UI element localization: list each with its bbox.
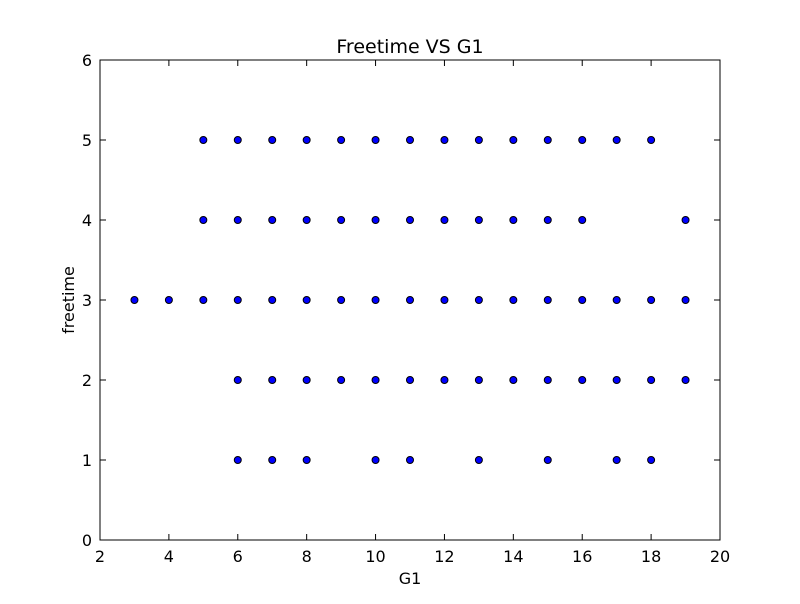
scatter-point	[681, 296, 690, 304]
scatter-point	[440, 296, 449, 304]
scatter-point	[337, 216, 346, 224]
scatter-point	[440, 136, 449, 144]
x-tick-label: 6	[233, 547, 243, 566]
y-tick-label: 5	[82, 131, 92, 150]
x-tick-label: 16	[572, 547, 592, 566]
scatter-point	[578, 136, 587, 144]
scatter-point	[406, 456, 414, 464]
scatter-point	[233, 136, 242, 144]
chart-title: Freetime VS G1	[336, 36, 483, 58]
scatter-point	[578, 296, 587, 304]
scatter-point	[440, 376, 449, 384]
scatter-point	[681, 216, 690, 224]
scatter-point	[406, 296, 414, 304]
scatter-point	[578, 216, 587, 224]
x-tick-label: 20	[710, 547, 730, 566]
scatter-point	[509, 136, 518, 144]
scatter-point	[647, 296, 656, 304]
x-tick-label: 18	[641, 547, 661, 566]
scatter-point	[406, 136, 414, 144]
scatter-point	[130, 296, 139, 304]
y-tick-label: 0	[82, 531, 92, 550]
scatter-point	[337, 136, 346, 144]
scatter-point	[199, 216, 208, 224]
scatter-point	[681, 376, 690, 384]
x-tick-label: 10	[365, 547, 385, 566]
scatter-point	[612, 136, 621, 144]
scatter-point	[543, 216, 552, 224]
x-tick-label: 4	[164, 547, 174, 566]
scatter-point	[509, 296, 518, 304]
scatter-point	[371, 376, 380, 384]
scatter-point	[371, 296, 380, 304]
scatter-point	[543, 136, 552, 144]
scatter-point	[612, 456, 621, 464]
scatter-point	[268, 296, 277, 304]
scatter-point	[268, 216, 277, 224]
scatter-point	[164, 296, 173, 304]
scatter-point	[578, 376, 587, 384]
scatter-point	[543, 296, 552, 304]
scatter-point	[612, 376, 621, 384]
scatter-point	[474, 456, 483, 464]
scatter-point	[647, 456, 656, 464]
scatter-point	[233, 456, 242, 464]
scatter-point	[509, 376, 518, 384]
scatter-point	[302, 376, 311, 384]
scatter-point	[302, 456, 311, 464]
scatter-point	[543, 376, 552, 384]
x-axis-title: G1	[399, 569, 422, 588]
scatter-point	[509, 216, 518, 224]
scatter-point	[268, 136, 277, 144]
y-tick-label: 4	[82, 211, 92, 230]
scatter-point	[474, 296, 483, 304]
y-axis-title: freetime	[59, 266, 78, 334]
scatter-point	[406, 216, 414, 224]
scatter-point	[337, 376, 346, 384]
scatter-point	[337, 296, 346, 304]
y-tick-label: 3	[82, 291, 92, 310]
x-tick-label: 12	[434, 547, 454, 566]
scatter-point	[302, 296, 311, 304]
scatter-point	[543, 456, 552, 464]
scatter-point	[233, 376, 242, 384]
scatter-point	[612, 296, 621, 304]
scatter-point	[440, 216, 449, 224]
scatter-point	[474, 376, 483, 384]
scatter-points	[130, 136, 690, 464]
scatter-point	[199, 136, 208, 144]
scatter-point	[302, 136, 311, 144]
scatter-point	[302, 216, 311, 224]
scatter-point	[199, 296, 208, 304]
x-tick-label: 14	[503, 547, 523, 566]
x-tick-label: 2	[95, 547, 105, 566]
scatter-point	[474, 216, 483, 224]
scatter-point	[268, 456, 277, 464]
y-tick-label: 2	[82, 371, 92, 390]
scatter-point	[233, 216, 242, 224]
x-tick-label: 8	[302, 547, 312, 566]
scatter-point	[371, 136, 380, 144]
y-tick-label: 6	[82, 51, 92, 70]
scatter-point	[371, 456, 380, 464]
scatter-point	[371, 216, 380, 224]
scatter-point	[406, 376, 414, 384]
scatter-point	[268, 376, 277, 384]
y-tick-label: 1	[82, 451, 92, 470]
scatter-point	[647, 376, 656, 384]
scatter-point	[474, 136, 483, 144]
scatter-point	[233, 296, 242, 304]
scatter-point	[647, 136, 656, 144]
